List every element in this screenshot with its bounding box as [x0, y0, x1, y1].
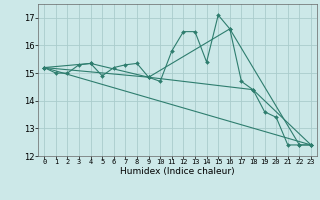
- X-axis label: Humidex (Indice chaleur): Humidex (Indice chaleur): [120, 167, 235, 176]
